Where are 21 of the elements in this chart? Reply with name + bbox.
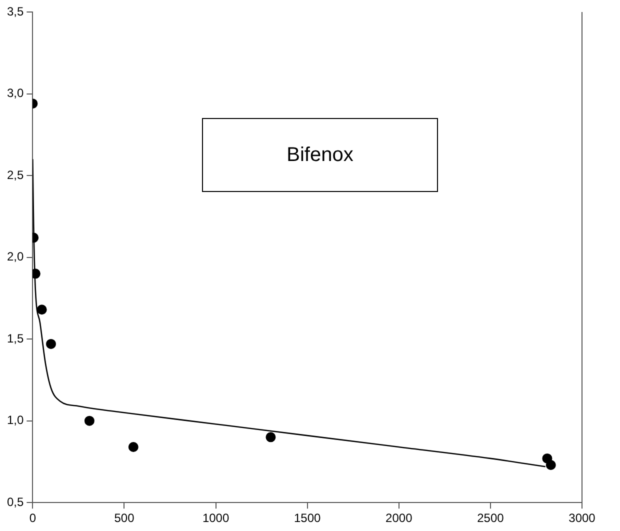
- x-tick-label: 0: [29, 511, 36, 526]
- point: [84, 416, 94, 426]
- y-tick-label: 0,5: [6, 494, 24, 509]
- label-frame: Bifenox: [202, 118, 438, 192]
- x-tick-label: 1000: [202, 511, 230, 526]
- y-tick-label: 2,0: [6, 250, 24, 264]
- y-tick-label: 1,0: [6, 413, 24, 428]
- point: [46, 338, 56, 349]
- point: [266, 432, 276, 442]
- x-tick-label: 2000: [386, 511, 413, 526]
- point: [128, 442, 138, 452]
- x-tick-label: 500: [114, 511, 135, 526]
- point: [36, 304, 47, 315]
- point: [546, 460, 556, 470]
- x-tick-label: 1500: [294, 511, 322, 526]
- y-tick-label: 3,0: [6, 86, 24, 100]
- y-tick-label: 1,5: [6, 331, 24, 346]
- x-tick-label: 3000: [568, 511, 596, 526]
- x-tick-label: 2500: [477, 511, 504, 526]
- y-tick-label: 3,5: [6, 4, 24, 18]
- y-tick-label: 2,5: [6, 168, 24, 182]
